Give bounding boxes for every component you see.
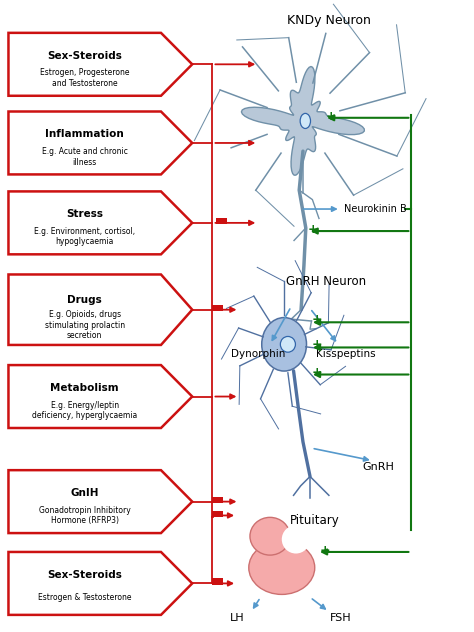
Polygon shape — [9, 470, 192, 533]
Text: Gonadotropin Inhibitory
Hormone (RFRP3): Gonadotropin Inhibitory Hormone (RFRP3) — [39, 506, 131, 525]
FancyBboxPatch shape — [212, 511, 223, 518]
Ellipse shape — [262, 317, 307, 371]
Text: GnIH: GnIH — [71, 488, 99, 498]
Text: +: + — [326, 110, 337, 123]
Text: Sex-Steroids: Sex-Steroids — [47, 569, 122, 580]
Text: E.g. Environment, cortisol,
hypoglycaemia: E.g. Environment, cortisol, hypoglycaemi… — [34, 227, 135, 246]
Ellipse shape — [300, 113, 310, 128]
Text: E.g. Acute and chronic
illness: E.g. Acute and chronic illness — [42, 147, 128, 166]
Ellipse shape — [282, 525, 310, 554]
Text: +: + — [312, 313, 322, 326]
Text: Estrogen & Testosterone: Estrogen & Testosterone — [38, 593, 131, 602]
Text: KNDy Neuron: KNDy Neuron — [287, 14, 371, 27]
Text: Inflammation: Inflammation — [46, 129, 124, 139]
FancyBboxPatch shape — [212, 497, 223, 503]
Text: Kisspeptins: Kisspeptins — [316, 349, 375, 359]
Polygon shape — [9, 552, 192, 615]
Text: E.g. Energy/leptin
deficiency, hyperglycaemia: E.g. Energy/leptin deficiency, hyperglyc… — [32, 401, 137, 420]
Polygon shape — [9, 365, 192, 428]
Polygon shape — [9, 274, 192, 345]
Text: FSH: FSH — [330, 613, 352, 623]
Text: E.g. Opioids, drugs
stimulating prolactin
secretion: E.g. Opioids, drugs stimulating prolacti… — [45, 310, 125, 340]
Polygon shape — [9, 33, 192, 96]
Text: GnRH Neuron: GnRH Neuron — [286, 275, 366, 288]
Polygon shape — [9, 111, 192, 174]
Text: Drugs: Drugs — [67, 295, 102, 305]
FancyBboxPatch shape — [212, 578, 223, 585]
Text: GnRH: GnRH — [363, 462, 394, 472]
FancyBboxPatch shape — [212, 305, 223, 311]
Text: Sex-Steroids: Sex-Steroids — [47, 51, 122, 61]
Text: Pituitary: Pituitary — [290, 514, 340, 527]
Text: LH: LH — [230, 613, 244, 623]
Text: Metabolism: Metabolism — [50, 383, 119, 392]
Text: Dynorphin: Dynorphin — [231, 349, 285, 359]
Text: Neurokinin B: Neurokinin B — [345, 204, 407, 214]
Ellipse shape — [250, 518, 290, 555]
Text: +: + — [312, 339, 322, 351]
Polygon shape — [241, 66, 365, 175]
Text: +: + — [320, 544, 330, 557]
Ellipse shape — [280, 336, 295, 352]
Text: +: + — [312, 365, 322, 379]
Text: Estrogen, Progesterone
and Testosterone: Estrogen, Progesterone and Testosterone — [40, 68, 129, 88]
Ellipse shape — [249, 541, 315, 595]
Text: Stress: Stress — [66, 209, 103, 219]
Polygon shape — [9, 191, 192, 254]
FancyBboxPatch shape — [216, 218, 227, 224]
Text: +: + — [308, 222, 319, 236]
